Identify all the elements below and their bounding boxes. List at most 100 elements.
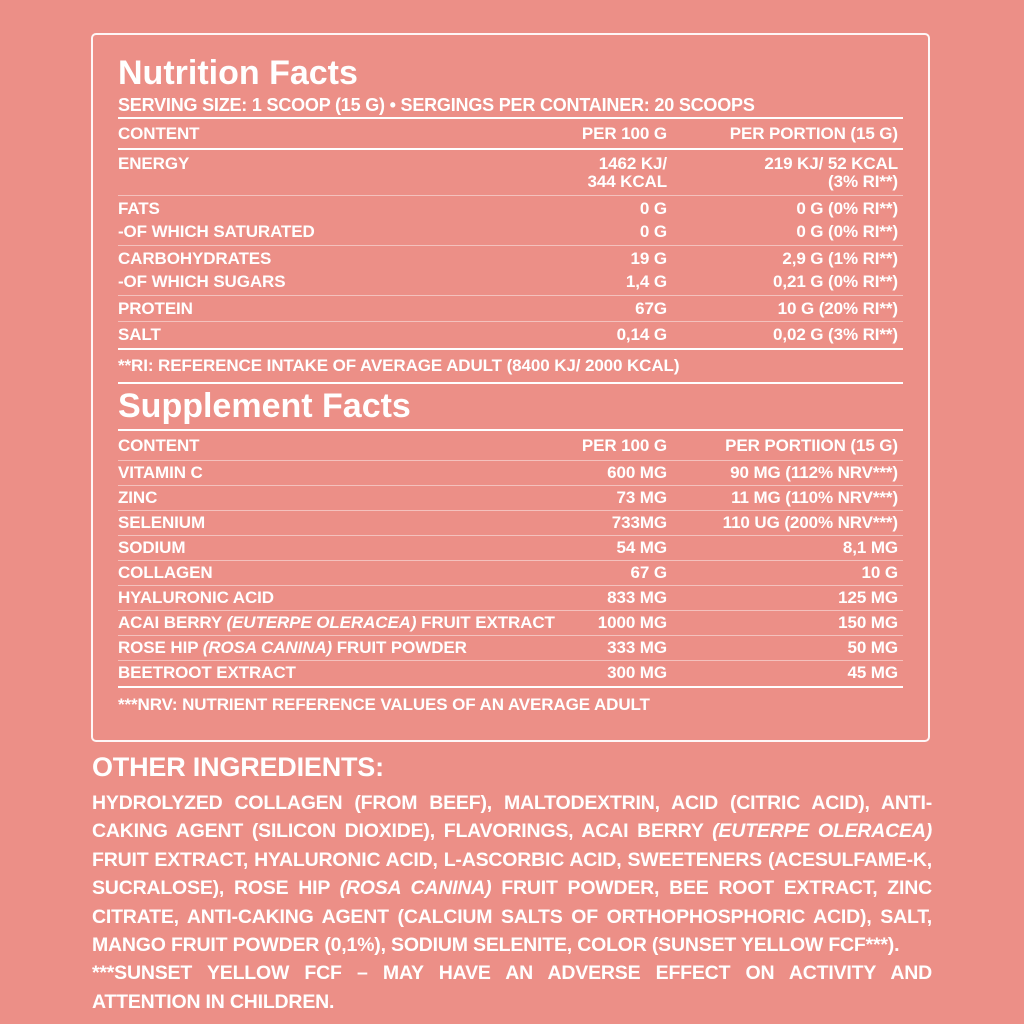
per-portion-value: 219 KJ/ 52 KCAL (3% RI**) [764, 154, 898, 191]
per-portion-value: 0 G (0% RI**) [796, 222, 898, 241]
table-row-protein: PROTEIN 67G 10 G (20% RI**) [118, 296, 903, 321]
table-row-collagen: COLLAGEN 67 G 10 G [118, 561, 903, 585]
table-row-sodium: SODIUM 54 MG 8,1 MG [118, 536, 903, 560]
per-100g-value: 733MG [611, 513, 667, 532]
divider-strong [118, 429, 903, 431]
per-portion-value: 110 UG (200% NRV***) [722, 513, 898, 532]
row-divider [118, 295, 903, 296]
nutrient-label: PROTEIN [118, 299, 193, 318]
per-100g-value: 67G [635, 299, 667, 318]
per-portion-value: 0 G (0% RI**) [796, 199, 898, 218]
nutrient-label: -OF WHICH SATURATED [118, 222, 315, 241]
column-header-per-portion: PER PORTION (15 G) [729, 124, 898, 143]
per-100g-value: 833 MG [607, 588, 667, 607]
row-divider [118, 245, 903, 246]
column-header-per-100g: PER 100 G [581, 124, 667, 143]
table-row-beetroot: BEETROOT EXTRACT 300 MG 45 MG [118, 661, 903, 685]
table-row-vitamin-c: VITAMIN C 600 MG 90 MG (112% NRV***) [118, 461, 903, 485]
ingredient-label: ZINC [118, 488, 158, 507]
per-100g-value: 600 MG [607, 463, 667, 482]
supplement-table-header: CONTENT PER 100 G PER PORTIION (15 G) [118, 431, 903, 460]
nutrient-label: ENERGY [118, 154, 190, 173]
row-divider [118, 635, 903, 636]
table-row-carbohydrates: CARBOHYDRATES 19 G 2,9 G (1% RI**) [118, 246, 903, 271]
column-header-content: CONTENT [118, 124, 200, 143]
per-100g-value: 1,4 G [625, 272, 667, 291]
facts-panel: Nutrition Facts SERVING SIZE: 1 SCOOP (1… [91, 33, 930, 742]
ri-footnote: **RI: REFERENCE INTAKE OF AVERAGE ADULT … [118, 356, 680, 375]
table-row-sugars: -OF WHICH SUGARS 1,4 G 0,21 G (0% RI**) [118, 271, 903, 295]
table-row-rose-hip: ROSE HIP (ROSA CANINA) FRUIT POWDER 333 … [118, 636, 903, 660]
per-100g-value: 0 G [639, 199, 667, 218]
per-portion-value: 45 MG [847, 663, 898, 682]
per-portion-value: 90 MG (112% NRV***) [730, 463, 898, 482]
row-divider [118, 660, 903, 661]
nutrition-table-header: CONTENT PER 100 G PER PORTION (15 G) [118, 119, 903, 148]
other-ingredients-text: HYDROLYZED COLLAGEN (FROM BEEF), MALTODE… [92, 792, 933, 957]
ingredient-label: SELENIUM [118, 513, 206, 532]
row-divider [118, 585, 903, 586]
divider-strong [118, 348, 903, 350]
divider-strong [118, 148, 903, 150]
per-100g-value: 19 G [630, 249, 668, 268]
table-row-saturated: -OF WHICH SATURATED 0 G 0 G (0% RI**) [118, 221, 903, 245]
column-header-per-portion: PER PORTIION (15 G) [725, 436, 898, 455]
table-row-energy: ENERGY 1462 KJ/ 344 KCAL 219 KJ/ 52 KCAL… [118, 150, 903, 195]
row-divider [118, 610, 903, 611]
per-portion-value: 0,02 G (3% RI**) [772, 325, 898, 344]
ingredient-label: BEETROOT EXTRACT [118, 663, 296, 682]
column-header-per-100g: PER 100 G [581, 436, 667, 455]
row-divider [118, 535, 903, 536]
per-100g-value: 67 G [630, 563, 668, 582]
per-100g-value: 1000 MG [597, 613, 667, 632]
per-portion-value: 10 G (20% RI**) [777, 299, 898, 318]
serving-size-line: SERVING SIZE: 1 SCOOP (15 G) • SERGINGS … [118, 95, 755, 115]
table-row-acai-berry: ACAI BERRY (EUTERPE OLERACEA) FRUIT EXTR… [118, 611, 903, 635]
ingredient-label: VITAMIN C [118, 463, 203, 482]
nrv-footnote: ***NRV: NUTRIENT REFERENCE VALUES OF AN … [118, 695, 650, 714]
sunset-yellow-warning: ***SUNSET YELLOW FCF – MAY HAVE AN ADVER… [92, 962, 932, 1013]
supplement-facts-title: Supplement Facts [118, 387, 411, 425]
per-portion-value: 10 G [861, 563, 899, 582]
row-divider [118, 321, 903, 322]
per-100g-value: 300 MG [607, 663, 667, 682]
table-row-selenium: SELENIUM 733MG 110 UG (200% NRV***) [118, 511, 903, 535]
nutrient-label: SALT [118, 325, 161, 344]
nutrition-facts-title: Nutrition Facts [118, 54, 358, 92]
nutrient-label: CARBOHYDRATES [118, 249, 272, 268]
ingredient-label: SODIUM [118, 538, 186, 557]
per-portion-value: 50 MG [847, 638, 898, 657]
per-portion-value: 125 MG [838, 588, 898, 607]
table-row-fats: FATS 0 G 0 G (0% RI**) [118, 196, 903, 221]
per-portion-value: 11 MG (110% NRV***) [731, 488, 898, 507]
per-portion-value: 150 MG [838, 613, 898, 632]
divider-strong [118, 382, 903, 384]
ingredient-label: HYALURONIC ACID [118, 588, 274, 607]
per-portion-value: 8,1 MG [842, 538, 898, 557]
column-header-content: CONTENT [118, 436, 200, 455]
nutrient-label: FATS [118, 199, 160, 218]
per-portion-value: 2,9 G (1% RI**) [782, 249, 898, 268]
per-100g-value: 0,14 G [616, 325, 668, 344]
per-portion-value: 0,21 G (0% RI**) [772, 272, 898, 291]
row-divider [118, 485, 903, 486]
per-100g-value: 333 MG [607, 638, 667, 657]
table-row-hyaluronic-acid: HYALURONIC ACID 833 MG 125 MG [118, 586, 903, 610]
divider-strong [118, 686, 903, 688]
table-row-salt: SALT 0,14 G 0,02 G (3% RI**) [118, 322, 903, 347]
nutrient-label: -OF WHICH SUGARS [118, 272, 286, 291]
ingredient-label: ACAI BERRY (EUTERPE OLERACEA) FRUIT EXTR… [118, 613, 555, 632]
per-100g-value: 1462 KJ/ 344 KCAL [587, 154, 667, 191]
supplement-table: CONTENT PER 100 G PER PORTIION (15 G) VI… [118, 431, 903, 688]
per-100g-value: 0 G [639, 222, 667, 241]
other-ingredients-title: OTHER INGREDIENTS: [92, 752, 384, 782]
row-divider [118, 560, 903, 561]
row-divider [118, 460, 903, 461]
other-ingredients-section: OTHER INGREDIENTS: HYDROLYZED COLLAGEN (… [92, 752, 932, 1016]
ingredient-label: ROSE HIP (ROSA CANINA) FRUIT POWDER [118, 638, 467, 657]
divider-strong [118, 117, 903, 119]
table-row-zinc: ZINC 73 MG 11 MG (110% NRV***) [118, 486, 903, 510]
row-divider [118, 510, 903, 511]
per-100g-value: 73 MG [616, 488, 667, 507]
ingredient-label: COLLAGEN [118, 563, 213, 582]
